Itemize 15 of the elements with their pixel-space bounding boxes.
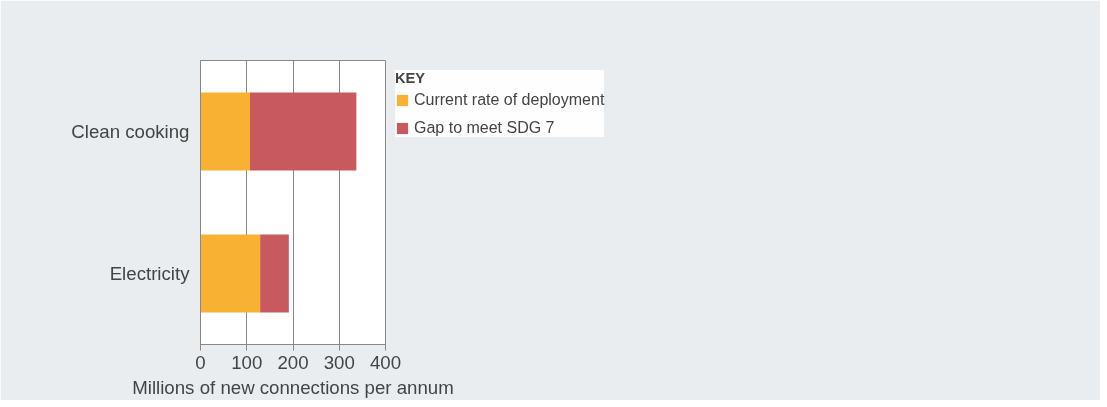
x-tick-label: 400 <box>369 351 402 373</box>
legend-label: Current rate of deployment <box>414 91 605 109</box>
x-tick-label: 200 <box>277 351 309 373</box>
bar <box>200 234 261 313</box>
bar <box>200 92 250 171</box>
x-tick-label: 100 <box>231 351 263 373</box>
y-tick-label: Electricity <box>109 263 191 284</box>
legend-title: KEY <box>395 70 427 86</box>
x-tick-label: 300 <box>323 351 355 373</box>
y-tick-label: Clean cooking <box>71 121 190 142</box>
x-tick-label: 0 <box>195 351 206 373</box>
legend-label: Gap to meet SDG 7 <box>414 119 555 137</box>
bar <box>249 92 357 171</box>
bar <box>260 234 289 313</box>
x-axis-title: Millions of new connections per annum <box>132 376 454 398</box>
